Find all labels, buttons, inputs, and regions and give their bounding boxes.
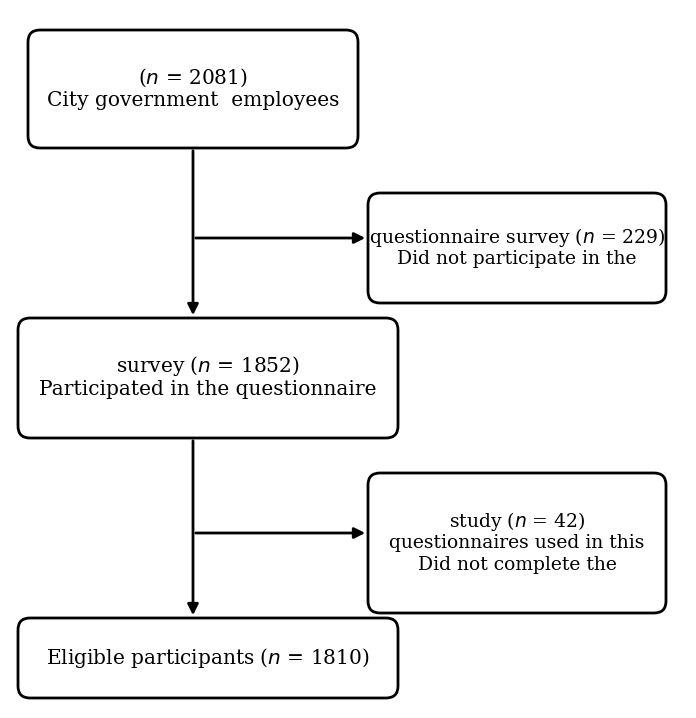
FancyBboxPatch shape <box>18 618 398 698</box>
Text: City government  employees: City government employees <box>47 91 339 110</box>
Text: ($n$ = 2081): ($n$ = 2081) <box>138 66 248 88</box>
Text: survey ($n$ = 1852): survey ($n$ = 1852) <box>116 355 300 378</box>
FancyBboxPatch shape <box>18 318 398 438</box>
Text: Did not participate in the: Did not participate in the <box>397 250 637 268</box>
Text: Eligible participants ($n$ = 1810): Eligible participants ($n$ = 1810) <box>46 646 370 670</box>
Text: questionnaires used in this: questionnaires used in this <box>389 534 644 552</box>
Text: study ($n$ = 42): study ($n$ = 42) <box>449 510 585 533</box>
Text: Participated in the questionnaire: Participated in the questionnaire <box>39 380 377 399</box>
FancyBboxPatch shape <box>368 473 666 613</box>
Text: Did not complete the: Did not complete the <box>418 556 617 574</box>
Text: questionnaire survey ($n$ = 229): questionnaire survey ($n$ = 229) <box>369 225 665 248</box>
FancyBboxPatch shape <box>368 193 666 303</box>
FancyBboxPatch shape <box>28 30 358 148</box>
